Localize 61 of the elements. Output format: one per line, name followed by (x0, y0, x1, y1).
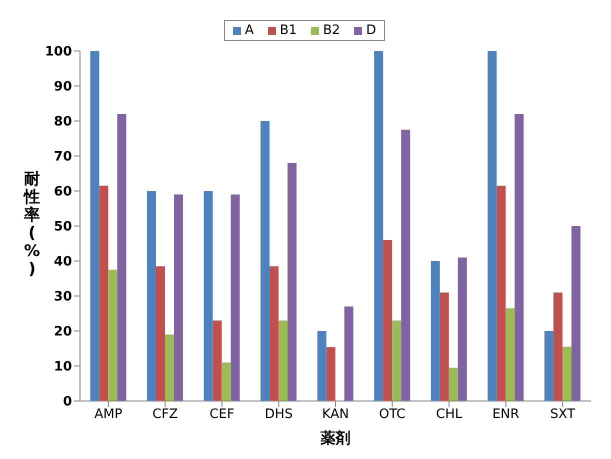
bar (288, 163, 297, 401)
bar (260, 121, 270, 401)
y-tick-label: 50 (54, 220, 72, 235)
legend-label: A (244, 23, 254, 38)
bar (99, 186, 108, 401)
bar (562, 346, 572, 401)
bar (230, 194, 240, 401)
x-tick-label: SXT (550, 407, 576, 422)
bar (488, 51, 497, 401)
bar (571, 226, 580, 401)
bar (514, 114, 524, 401)
bar (174, 194, 183, 401)
legend-label: D (365, 23, 376, 38)
bar (156, 266, 165, 401)
bar (458, 258, 467, 401)
x-axis-title: 薬剤 (320, 429, 350, 447)
x-tick-label: CEF (210, 407, 234, 422)
bar (440, 292, 449, 401)
bar (326, 347, 336, 401)
y-tick-label: 80 (54, 114, 72, 130)
x-tick-label: KAN (322, 407, 349, 422)
y-tick-label: 10 (54, 360, 72, 375)
bar (270, 266, 279, 401)
bar (383, 240, 392, 401)
bar (317, 331, 326, 401)
y-tick-label: 100 (44, 44, 72, 60)
y-tick-label: 0 (62, 394, 72, 410)
legend-label: B2 (322, 23, 340, 38)
y-axis-title: 耐性率(%) (23, 169, 40, 278)
bar (278, 320, 288, 401)
bar (544, 331, 554, 401)
x-tick-label: AMP (94, 407, 123, 422)
bar (448, 368, 458, 401)
bar (117, 114, 126, 401)
y-tick-label: 20 (54, 324, 72, 340)
bar (430, 261, 440, 401)
y-tick-label: 90 (54, 80, 72, 95)
bar (147, 191, 156, 401)
bar (374, 51, 384, 401)
x-tick-label: OTC (379, 407, 406, 422)
bar (506, 308, 515, 401)
y-tick-label: 70 (54, 150, 72, 165)
x-tick-label: ENR (492, 407, 520, 422)
bar (553, 292, 562, 401)
bar (401, 130, 410, 401)
x-tick-label: CHL (436, 407, 463, 422)
bar (108, 270, 118, 401)
bar (496, 186, 506, 401)
bar (222, 362, 231, 401)
bar (165, 334, 174, 401)
bar (392, 320, 402, 401)
x-tick-label: DHS (264, 407, 293, 422)
bar (344, 306, 354, 401)
bar (90, 51, 100, 401)
x-tick-label: CFZ (152, 407, 178, 422)
bar (212, 320, 222, 401)
y-tick-label: 60 (54, 184, 72, 200)
bar (204, 191, 213, 401)
y-tick-label: 40 (54, 254, 72, 270)
y-tick-label: 30 (54, 290, 72, 305)
legend-label: B1 (278, 23, 297, 38)
